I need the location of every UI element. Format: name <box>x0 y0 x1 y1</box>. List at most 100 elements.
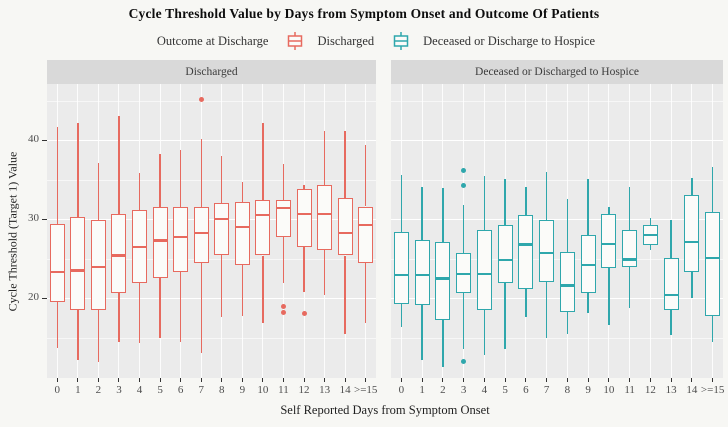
boxplot-median <box>70 269 86 272</box>
boxplot-whisker-lower <box>241 264 244 316</box>
boxplot-box <box>317 185 333 250</box>
boxplot-box <box>705 212 721 316</box>
x-tick <box>691 378 693 382</box>
boxplot-whisker-lower <box>159 278 161 339</box>
legend-item-label: Deceased or Discharge to Hospice <box>423 33 596 48</box>
boxplot-whisker-upper <box>77 122 79 217</box>
boxplot-box <box>476 230 492 311</box>
boxplot-whisker-upper <box>711 166 714 213</box>
gridline-h-minor <box>391 258 723 260</box>
boxplot-whisker-lower <box>691 272 693 299</box>
gridline-h-minor <box>391 337 723 339</box>
x-tick-label: 11 <box>278 384 289 396</box>
boxplot-whisker-lower <box>118 293 120 342</box>
boxplot-box <box>275 200 291 238</box>
boxplot-whisker-lower <box>587 293 589 314</box>
x-tick-label: 6 <box>523 384 529 396</box>
boxplot-whisker-lower <box>649 245 652 250</box>
x-tick <box>200 378 202 382</box>
gridline-h-major <box>391 139 723 141</box>
boxplot-median <box>518 243 534 246</box>
x-tick <box>77 378 79 382</box>
boxplot-whisker-upper <box>400 174 403 232</box>
x-tick-label: 2 <box>95 384 102 396</box>
boxplot-whisker-lower <box>365 263 367 324</box>
gridline-h-minor <box>47 258 376 260</box>
boxplot-box <box>663 257 679 311</box>
y-tick-label: 20 <box>28 290 39 303</box>
boxplot-key-icon <box>286 31 304 51</box>
x-tick-label: 3 <box>116 384 122 396</box>
outlier-point <box>198 96 204 102</box>
gridline-h-major <box>47 218 376 220</box>
boxplot-median <box>476 272 492 275</box>
x-tick-label: 0 <box>54 384 61 396</box>
x-tick <box>608 378 610 382</box>
legend-item-deceased: Deceased or Discharge to Hospice <box>392 31 595 51</box>
x-tick-label: 0 <box>398 384 405 396</box>
x-axis-title: Self Reported Days from Symptom Onset <box>280 403 490 417</box>
x-tick <box>712 378 714 382</box>
outlier-point <box>461 168 467 174</box>
boxplot-whisker-lower <box>323 249 326 295</box>
y-tick <box>42 218 47 220</box>
x-tick <box>400 378 402 382</box>
boxplot-box <box>255 200 271 256</box>
boxplot-box <box>49 223 65 303</box>
x-tick <box>303 378 305 382</box>
boxplot-whisker-upper <box>200 138 202 208</box>
x-tick <box>504 378 506 382</box>
y-axis-title: Cycle Threshold (Target 1) Value <box>5 151 20 312</box>
x-tick-label: 5 <box>502 384 508 396</box>
boxplot-median <box>539 252 555 255</box>
y-tick <box>42 139 47 141</box>
x-tick-label: 6 <box>177 384 184 396</box>
x-tick <box>421 378 423 382</box>
boxplot-box <box>296 189 312 247</box>
x-tick-label: 13 <box>319 384 331 396</box>
boxplot-whisker-upper <box>241 182 244 202</box>
boxplot-whisker-lower <box>483 310 486 356</box>
boxplot-median <box>234 225 250 229</box>
boxplot-median <box>622 258 638 261</box>
x-tick <box>180 378 182 382</box>
x-tick <box>262 378 264 382</box>
x-tick <box>365 378 367 382</box>
boxplot-whisker-upper <box>56 127 58 224</box>
boxplot-whisker-upper <box>138 173 141 211</box>
x-tick-label: 8 <box>219 384 225 396</box>
x-tick-label: >=15 <box>700 384 725 396</box>
boxplot-whisker-upper <box>282 163 285 201</box>
x-tick-label: 12 <box>298 384 310 396</box>
x-tick-label: 11 <box>624 384 635 396</box>
boxplot-whisker-upper <box>587 178 589 235</box>
x-tick <box>118 378 120 382</box>
x-tick-label: 8 <box>564 384 571 396</box>
boxplot-whisker-upper <box>344 131 346 198</box>
boxplot-median <box>173 236 189 239</box>
boxplot-whisker-lower <box>608 268 610 326</box>
boxplot-whisker-upper <box>421 186 423 241</box>
boxplot-whisker-upper <box>649 218 652 226</box>
boxplot-whisker-upper <box>97 163 100 220</box>
boxplot-median <box>49 270 65 274</box>
legend-item-discharged: Discharged <box>286 31 374 51</box>
boxplot-median <box>132 245 148 248</box>
x-tick <box>629 378 631 382</box>
boxplot-whisker-lower <box>566 311 569 334</box>
boxplot-whisker-lower <box>442 320 444 367</box>
boxplot-box <box>518 215 534 289</box>
x-tick <box>587 378 589 382</box>
boxplot-whisker-lower <box>303 246 305 292</box>
boxplot-box <box>393 231 409 304</box>
boxplot-whisker-upper <box>566 198 569 252</box>
boxplot-median <box>663 293 679 297</box>
boxplot-whisker-upper <box>442 188 444 243</box>
x-tick-label: 2 <box>440 384 446 396</box>
boxplot-box <box>622 230 638 267</box>
boxplot-box <box>539 219 555 282</box>
x-tick <box>282 378 284 382</box>
boxplot-whisker-upper <box>608 206 610 214</box>
